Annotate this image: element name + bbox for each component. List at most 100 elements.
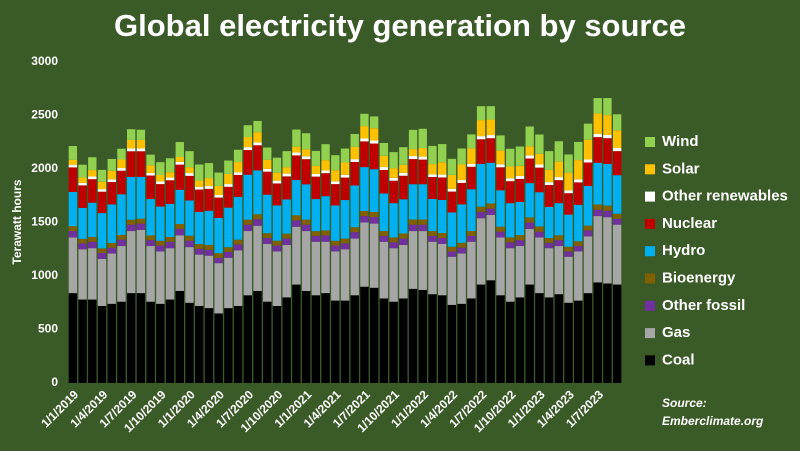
- bar-segment: [214, 313, 223, 383]
- bar-segment: [447, 174, 457, 189]
- bar-segment: [117, 170, 126, 195]
- bar-segment: [379, 167, 389, 170]
- bar-segment: [282, 151, 291, 168]
- bar-segment: [78, 185, 87, 208]
- bar-segment: [389, 180, 398, 204]
- bar-segment: [360, 113, 369, 127]
- bar-segment: [204, 188, 214, 211]
- bar-segment: [146, 165, 155, 173]
- bar-segment: [418, 184, 427, 220]
- bar-segment: [593, 133, 602, 138]
- bar-segment: [214, 185, 223, 196]
- bar-segment: [564, 302, 573, 383]
- bar-segment: [88, 248, 97, 300]
- bar-segment: [535, 226, 544, 232]
- bar-segment: [311, 165, 321, 174]
- bar-segment: [612, 284, 622, 383]
- bar-segment: [195, 248, 204, 255]
- bar-segment: [165, 177, 175, 181]
- bar-segment: [564, 154, 573, 173]
- bar-segment: [233, 196, 243, 240]
- bar-segment: [331, 300, 340, 383]
- bar-segment: [476, 106, 486, 121]
- bar-segment: [389, 168, 398, 178]
- bar-segment: [253, 145, 262, 171]
- bar-segment: [457, 303, 466, 383]
- bar-segment: [593, 282, 602, 383]
- bar-segment: [457, 253, 466, 304]
- bar-segment: [408, 159, 418, 185]
- bar-segment: [535, 164, 544, 168]
- bar-segment: [496, 231, 505, 238]
- bar-segment: [292, 220, 301, 227]
- bar-segment: [457, 182, 466, 205]
- legend-label: Wind: [662, 133, 699, 150]
- bar-segment: [554, 240, 564, 247]
- bar-segment: [156, 184, 165, 207]
- bar-segment: [97, 169, 107, 182]
- bar-segment: [593, 137, 602, 163]
- bar-segment: [126, 176, 136, 220]
- bar-segment: [340, 177, 350, 201]
- bar-segment: [554, 161, 564, 178]
- y-tick-label: 2500: [31, 108, 58, 122]
- bar-segment: [544, 206, 554, 239]
- bar-segment: [301, 219, 311, 225]
- bar-segment: [282, 297, 291, 383]
- bar-segment: [233, 174, 243, 197]
- bar-segment: [156, 181, 165, 185]
- bar-segment: [408, 184, 418, 220]
- bar-segment: [224, 173, 233, 185]
- bar-segment: [301, 149, 311, 157]
- bar-segment: [78, 243, 87, 250]
- bar-segment: [389, 242, 398, 249]
- bar-segment: [97, 191, 107, 214]
- bar-segment: [515, 246, 525, 298]
- bar-segment: [428, 294, 437, 383]
- bar-segment: [574, 251, 583, 301]
- bar-segment: [603, 134, 612, 139]
- bar-segment: [399, 164, 408, 173]
- bar-segment: [612, 218, 622, 225]
- bar-segment: [88, 299, 97, 383]
- bar-segment: [117, 168, 126, 171]
- bar-segment: [185, 302, 194, 383]
- bar-segment: [428, 198, 437, 232]
- bar-segment: [126, 224, 136, 232]
- bar-segment: [175, 189, 184, 224]
- bar-segment: [506, 178, 515, 182]
- bar-segment: [564, 172, 573, 191]
- source-label: Source:: [662, 396, 707, 410]
- legend-swatch: [645, 300, 655, 311]
- bar-segment: [263, 238, 272, 244]
- bar-segment: [574, 179, 583, 183]
- bar-segment: [78, 299, 87, 383]
- bar-segment: [544, 182, 554, 186]
- bar-segment: [214, 197, 223, 218]
- bar-segment: [603, 283, 612, 383]
- bar-segment: [389, 152, 398, 169]
- bar-segment: [272, 180, 282, 184]
- bar-segment: [554, 141, 564, 162]
- bar-segment: [97, 213, 107, 249]
- legend-label: Nuclear: [662, 215, 717, 232]
- bar-segment: [185, 151, 194, 168]
- bar-segment: [428, 145, 437, 165]
- bar-segment: [467, 298, 476, 383]
- bar-segment: [126, 219, 136, 225]
- bar-segment: [583, 225, 593, 231]
- legend-swatch: [645, 137, 655, 147]
- bar-segment: [224, 186, 233, 208]
- bar-segment: [457, 204, 466, 243]
- bar-segment: [117, 301, 126, 383]
- bar-segment: [136, 151, 146, 177]
- bar-segment: [496, 167, 505, 191]
- bar-segment: [369, 143, 379, 170]
- bar-segment: [311, 235, 321, 242]
- bar-segment: [350, 134, 359, 147]
- bar-segment: [360, 141, 369, 168]
- bar-segment: [282, 176, 291, 200]
- bar-segment: [603, 138, 612, 164]
- bar-segment: [612, 148, 622, 152]
- bar-segment: [515, 297, 525, 383]
